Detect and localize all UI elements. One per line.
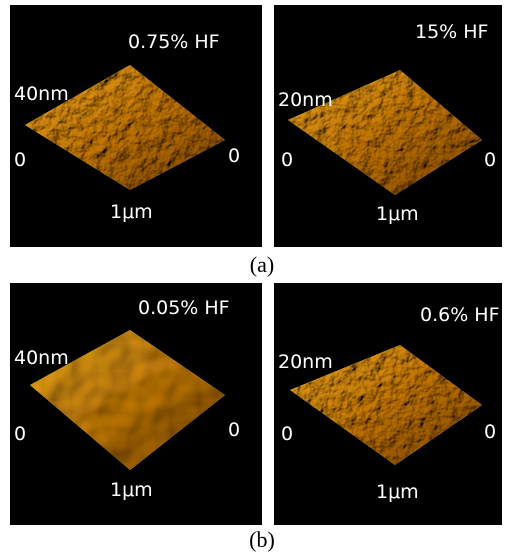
figure: 0.75% HF 40nm 0 0 1μm 15% HF 20nm 0 0 1μ… [0,0,511,554]
panel-label: 0.75% HF [128,31,220,53]
origin-label: 0 [228,419,240,441]
origin-label: 0 [14,149,26,171]
origin-label: 0 [484,421,496,443]
origin-label: 0 [281,149,293,171]
origin-label: 0 [228,145,240,167]
panel-label: 15% HF [415,21,489,43]
caption: (b) [249,527,275,552]
z-scale: 20nm [278,89,333,111]
origin-label: 0 [14,423,26,445]
x-scale: 1μm [110,479,153,501]
x-scale: 1μm [376,481,419,503]
origin-label: 0 [484,149,496,171]
z-scale: 20nm [278,351,333,373]
x-scale: 1μm [376,203,419,225]
x-scale: 1μm [110,201,153,223]
z-scale: 40nm [14,347,69,369]
panel-label: 0.6% HF [420,304,500,326]
panel-label: 0.05% HF [138,297,230,319]
z-scale: 40nm [14,83,69,105]
origin-label: 0 [281,423,293,445]
caption: (a) [250,252,274,277]
